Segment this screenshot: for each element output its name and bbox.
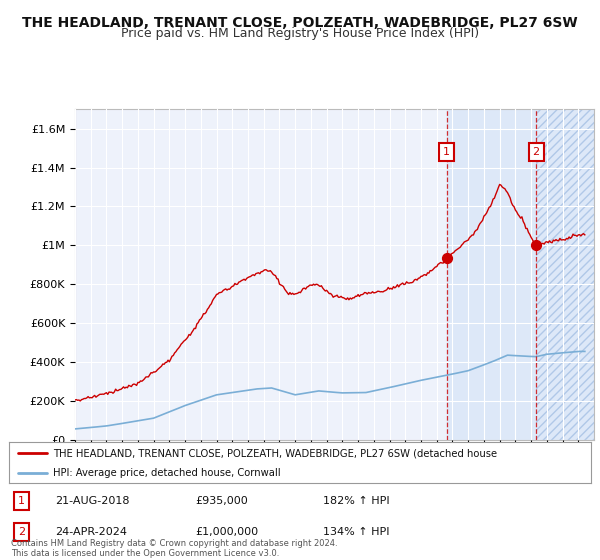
Text: 21-AUG-2018: 21-AUG-2018 — [56, 496, 130, 506]
Text: HPI: Average price, detached house, Cornwall: HPI: Average price, detached house, Corn… — [53, 468, 280, 478]
Text: Price paid vs. HM Land Registry's House Price Index (HPI): Price paid vs. HM Land Registry's House … — [121, 27, 479, 40]
Text: 1: 1 — [19, 496, 25, 506]
Bar — [447, 109, 536, 440]
Text: THE HEADLAND, TRENANT CLOSE, POLZEATH, WADEBRIDGE, PL27 6SW (detached house: THE HEADLAND, TRENANT CLOSE, POLZEATH, W… — [53, 449, 497, 458]
Point — [532, 241, 541, 250]
Text: 24-APR-2024: 24-APR-2024 — [56, 527, 128, 536]
Text: Contains HM Land Registry data © Crown copyright and database right 2024.
This d: Contains HM Land Registry data © Crown c… — [11, 539, 337, 558]
Text: THE HEADLAND, TRENANT CLOSE, POLZEATH, WADEBRIDGE, PL27 6SW: THE HEADLAND, TRENANT CLOSE, POLZEATH, W… — [22, 16, 578, 30]
Text: £1,000,000: £1,000,000 — [195, 527, 259, 536]
Text: 134% ↑ HPI: 134% ↑ HPI — [323, 527, 390, 536]
Bar — [536, 109, 594, 440]
Point — [442, 254, 452, 263]
Text: 2: 2 — [18, 527, 25, 536]
Text: £935,000: £935,000 — [195, 496, 248, 506]
Text: 182% ↑ HPI: 182% ↑ HPI — [323, 496, 390, 506]
Bar — [536, 109, 594, 440]
Text: 2: 2 — [533, 147, 539, 157]
Text: 1: 1 — [443, 147, 450, 157]
